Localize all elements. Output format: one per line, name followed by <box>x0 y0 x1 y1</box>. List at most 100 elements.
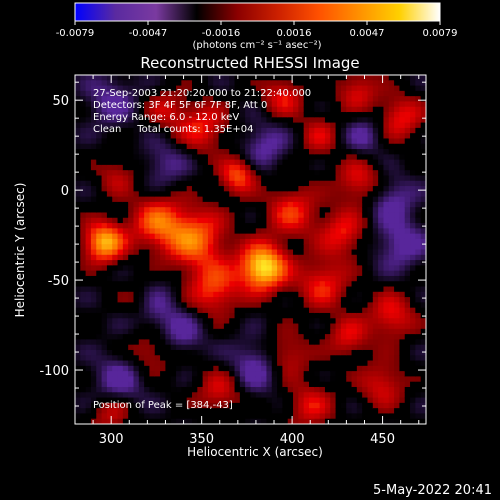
heatmap-cell <box>122 223 129 229</box>
heatmap-cell <box>356 143 363 150</box>
heatmap-cell <box>128 233 135 240</box>
heatmap-cell <box>266 312 273 319</box>
heatmap-cell <box>96 360 103 367</box>
heatmap-cell <box>415 186 422 192</box>
heatmap-cell <box>383 233 390 240</box>
heatmap-cell <box>399 217 406 224</box>
heatmap-cell <box>293 249 299 256</box>
heatmap-cell <box>266 238 273 245</box>
heatmap-cell <box>154 323 161 330</box>
heatmap-cell <box>324 402 331 409</box>
heatmap-cell <box>394 175 401 182</box>
heatmap-cell <box>149 180 156 187</box>
heatmap-cell <box>309 244 315 251</box>
heatmap-cell <box>324 371 331 378</box>
heatmap-cell <box>293 96 299 103</box>
heatmap-cell <box>85 122 92 129</box>
heatmap-cell <box>378 186 385 192</box>
heatmap-cell <box>420 418 426 424</box>
heatmap-cell <box>106 101 113 108</box>
heatmap-cell <box>303 376 310 383</box>
heatmap-cell <box>362 270 369 277</box>
heatmap-cell <box>362 186 369 192</box>
heatmap-cell <box>186 164 193 171</box>
heatmap-cell <box>394 265 401 272</box>
heatmap-cell <box>122 344 129 351</box>
heatmap-cell <box>388 307 395 314</box>
heatmap-cell <box>245 323 252 330</box>
heatmap-cell <box>362 175 369 182</box>
heatmap-cell <box>372 117 379 124</box>
heatmap-cell <box>378 238 385 245</box>
heatmap-cell <box>181 344 188 351</box>
heatmap-cell <box>335 143 342 150</box>
heatmap-cell <box>378 90 385 97</box>
heatmap-cell <box>330 217 337 224</box>
heatmap-cell <box>271 270 278 277</box>
heatmap-cell <box>96 334 103 340</box>
heatmap-cell <box>367 365 374 372</box>
heatmap-cell <box>309 201 315 208</box>
heatmap-cell <box>213 212 220 219</box>
heatmap-cell <box>138 244 145 251</box>
heatmap-cell <box>378 201 385 208</box>
heatmap-cell <box>80 281 87 288</box>
heatmap-cell <box>330 344 337 351</box>
heatmap-cell <box>85 90 92 97</box>
heatmap-cell <box>170 201 177 208</box>
heatmap-cell <box>378 85 385 92</box>
heatmap-cell <box>117 233 124 240</box>
heatmap-cell <box>106 376 113 383</box>
heatmap-cell <box>197 397 204 404</box>
heatmap-cell <box>229 302 236 309</box>
heatmap-cell <box>314 381 321 388</box>
heatmap-cell <box>106 180 113 187</box>
heatmap-cell <box>90 328 97 335</box>
heatmap-cell <box>96 112 103 118</box>
heatmap-cell <box>261 228 268 235</box>
heatmap-cell <box>261 127 268 134</box>
heatmap-cell <box>367 260 374 266</box>
heatmap-cell <box>356 371 363 378</box>
heatmap-cell <box>213 392 220 399</box>
heatmap-cell <box>229 376 236 383</box>
heatmap-cell <box>335 349 342 356</box>
heatmap-cell <box>303 281 310 288</box>
heatmap-cell <box>90 117 97 124</box>
heatmap-cell <box>330 238 337 245</box>
heatmap-cell <box>261 281 268 288</box>
heatmap-cell <box>314 133 321 140</box>
heatmap-cell <box>362 154 369 161</box>
heatmap-cell <box>133 175 140 182</box>
heatmap-cell <box>75 344 81 351</box>
heatmap-cell <box>192 307 198 314</box>
heatmap-cell <box>335 275 342 282</box>
heatmap-cell <box>388 117 395 124</box>
heatmap-cell <box>255 270 262 277</box>
heatmap-cell <box>122 164 129 171</box>
heatmap-cell <box>372 365 379 372</box>
heatmap-cell <box>197 212 204 219</box>
heatmap-cell <box>106 355 113 362</box>
heatmap-cell <box>207 270 214 277</box>
heatmap-cell <box>234 149 241 155</box>
heatmap-cell <box>186 365 193 372</box>
heatmap-cell <box>96 275 103 282</box>
heatmap-cell <box>298 75 305 81</box>
heatmap-cell <box>223 254 230 261</box>
heatmap-cell <box>176 133 182 140</box>
heatmap-cell <box>261 143 268 150</box>
heatmap-cell <box>186 360 193 367</box>
heatmap-cell <box>255 312 262 319</box>
heatmap-cell <box>133 112 140 118</box>
heatmap-cell <box>197 376 204 383</box>
heatmap-cell <box>330 106 337 113</box>
heatmap-cell <box>176 265 182 272</box>
heatmap-cell <box>298 392 305 399</box>
heatmap-cell <box>192 312 198 319</box>
heatmap-cell <box>112 408 119 415</box>
heatmap-cell <box>282 344 289 351</box>
heatmap-cell <box>362 254 369 261</box>
heatmap-cell <box>197 191 204 198</box>
heatmap-cell <box>112 312 119 319</box>
